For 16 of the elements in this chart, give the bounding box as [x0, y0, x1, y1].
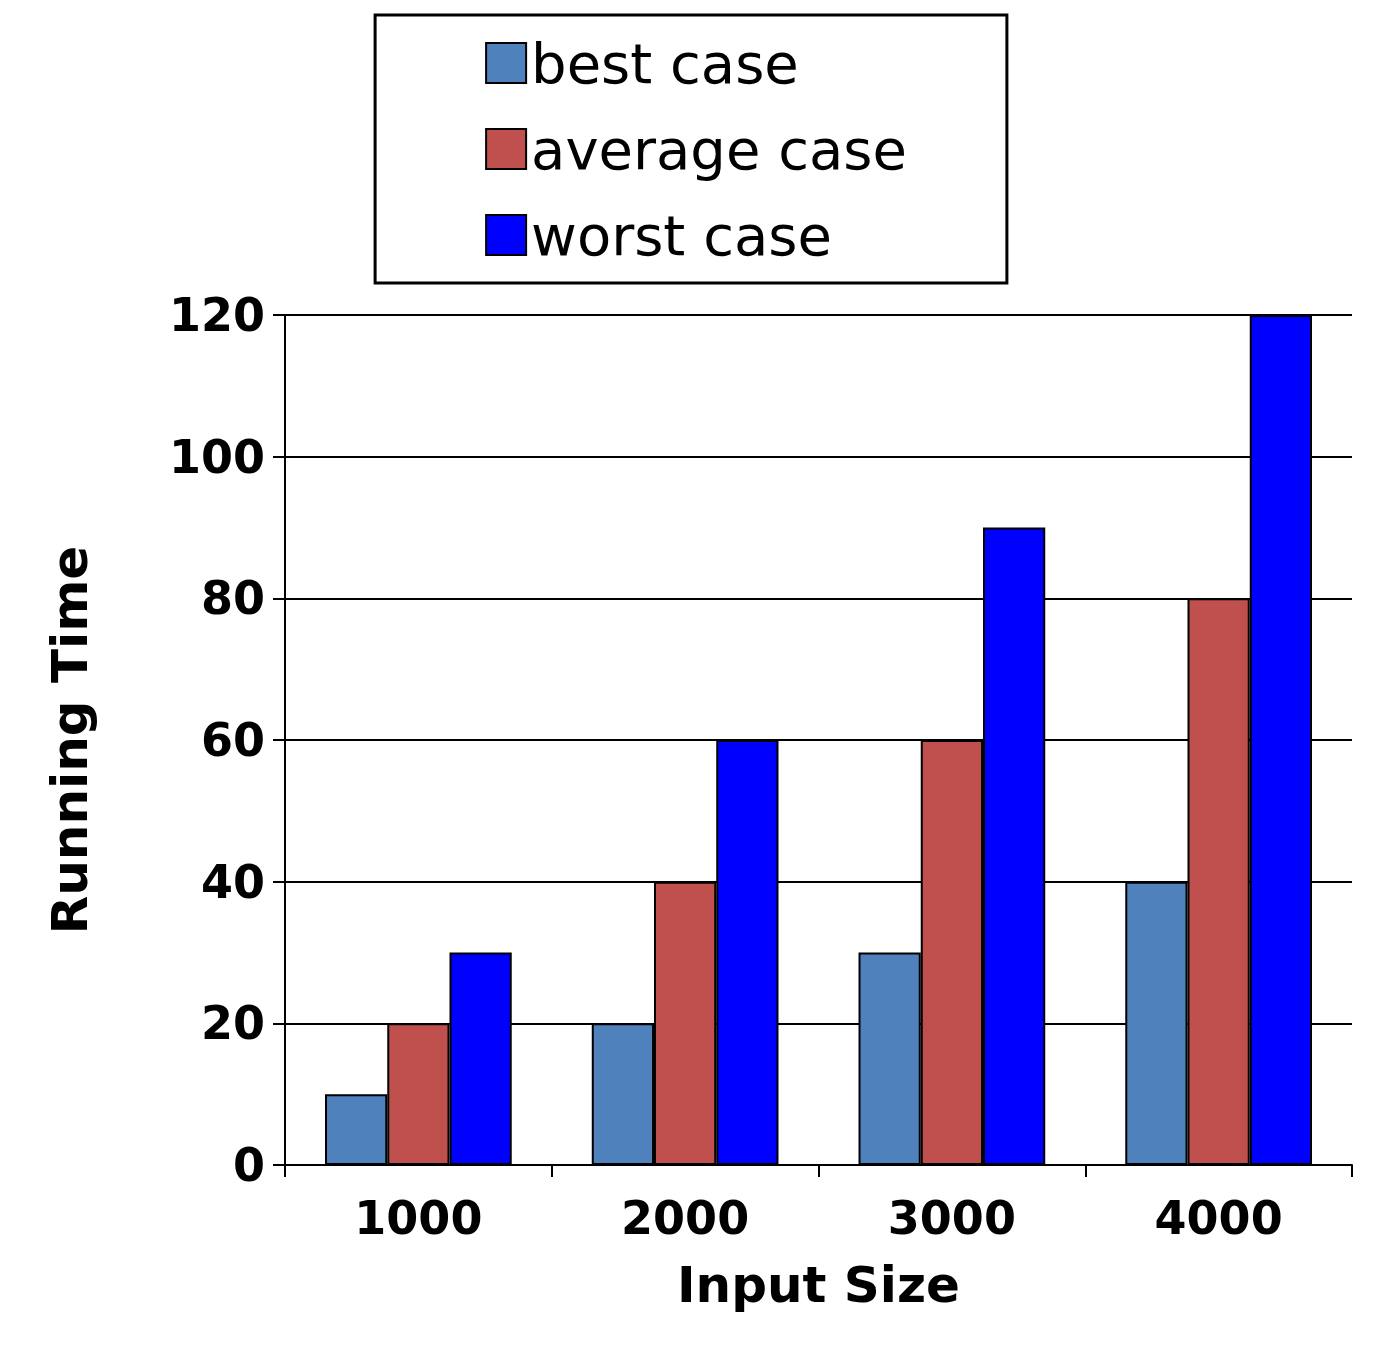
x-axis-title: Input Size [676, 1256, 961, 1314]
y-tick-label: 0 [232, 1138, 265, 1192]
legend-label: average case [531, 116, 907, 182]
y-tick-label: 80 [200, 571, 265, 626]
x-tick-label: 1000 [354, 1191, 483, 1245]
legend-label: worst case [531, 202, 832, 268]
y-tick-label: 40 [200, 854, 265, 909]
legend-label: best case [531, 30, 799, 96]
x-tick-label: 3000 [887, 1191, 1016, 1245]
x-tick-label: 4000 [1154, 1191, 1283, 1245]
y-tick-label: 60 [200, 713, 265, 767]
y-tick-label: 120 [168, 288, 265, 342]
y-axis-title: Running Time [41, 545, 99, 935]
y-tick-label: 20 [200, 996, 265, 1051]
y-tick-label: 100 [168, 429, 265, 484]
x-tick-label: 2000 [621, 1191, 750, 1245]
